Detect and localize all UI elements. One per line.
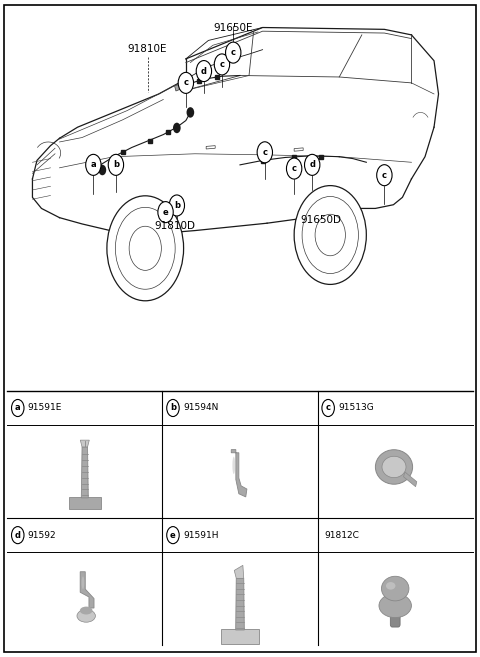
Ellipse shape xyxy=(382,456,406,478)
FancyBboxPatch shape xyxy=(4,5,476,652)
Circle shape xyxy=(158,202,173,223)
Circle shape xyxy=(129,226,161,270)
Text: 91592: 91592 xyxy=(28,531,57,539)
Circle shape xyxy=(173,123,180,133)
Text: 91810E: 91810E xyxy=(128,44,167,54)
Circle shape xyxy=(169,195,184,216)
Circle shape xyxy=(377,165,392,186)
Text: e: e xyxy=(170,531,176,539)
Ellipse shape xyxy=(382,576,409,601)
Text: 91591H: 91591H xyxy=(183,531,218,539)
FancyBboxPatch shape xyxy=(69,497,101,509)
Text: c: c xyxy=(325,403,331,413)
Text: 91650D: 91650D xyxy=(300,214,342,225)
Text: c: c xyxy=(219,60,225,69)
Text: d: d xyxy=(15,531,21,539)
Text: c: c xyxy=(262,148,267,157)
Ellipse shape xyxy=(77,610,96,622)
Text: c: c xyxy=(292,164,297,173)
Circle shape xyxy=(294,186,366,284)
Text: c: c xyxy=(183,78,188,87)
Circle shape xyxy=(322,399,335,417)
Polygon shape xyxy=(80,440,89,447)
Text: 91810D: 91810D xyxy=(154,221,195,231)
Circle shape xyxy=(107,196,183,301)
Text: 91812C: 91812C xyxy=(325,531,360,539)
Text: b: b xyxy=(113,160,119,170)
Polygon shape xyxy=(231,449,247,497)
FancyBboxPatch shape xyxy=(221,629,259,644)
Circle shape xyxy=(187,107,194,118)
Ellipse shape xyxy=(386,582,396,589)
Circle shape xyxy=(304,154,320,175)
FancyBboxPatch shape xyxy=(390,608,400,627)
Text: 91594N: 91594N xyxy=(183,403,218,413)
Circle shape xyxy=(178,72,193,93)
Polygon shape xyxy=(80,572,94,608)
Text: 91513G: 91513G xyxy=(338,403,374,413)
Polygon shape xyxy=(236,578,244,630)
Circle shape xyxy=(196,60,212,81)
Text: e: e xyxy=(163,208,168,217)
Circle shape xyxy=(257,142,273,163)
Text: 91591E: 91591E xyxy=(28,403,62,413)
Ellipse shape xyxy=(375,449,413,484)
Circle shape xyxy=(315,214,346,256)
Circle shape xyxy=(287,158,302,179)
Circle shape xyxy=(302,196,359,273)
Text: a: a xyxy=(91,160,96,170)
Text: d: d xyxy=(309,160,315,170)
Text: b: b xyxy=(170,403,176,413)
Ellipse shape xyxy=(232,457,235,474)
Polygon shape xyxy=(234,565,244,578)
Circle shape xyxy=(226,42,241,63)
Text: c: c xyxy=(231,48,236,57)
Circle shape xyxy=(167,527,179,544)
Circle shape xyxy=(12,399,24,417)
Ellipse shape xyxy=(82,576,84,589)
Ellipse shape xyxy=(80,606,93,614)
Circle shape xyxy=(85,154,101,175)
Polygon shape xyxy=(206,146,215,149)
Polygon shape xyxy=(175,83,185,91)
Text: d: d xyxy=(201,66,207,76)
Text: b: b xyxy=(174,201,180,210)
Circle shape xyxy=(12,527,24,544)
Ellipse shape xyxy=(379,594,411,618)
Text: 91650E: 91650E xyxy=(214,22,253,32)
Circle shape xyxy=(108,154,124,175)
Text: a: a xyxy=(15,403,21,413)
Polygon shape xyxy=(81,447,88,498)
Circle shape xyxy=(214,54,229,75)
Circle shape xyxy=(115,208,175,289)
Polygon shape xyxy=(404,472,417,487)
Polygon shape xyxy=(294,148,303,151)
Circle shape xyxy=(98,165,106,175)
Text: c: c xyxy=(382,171,387,180)
Circle shape xyxy=(167,399,179,417)
